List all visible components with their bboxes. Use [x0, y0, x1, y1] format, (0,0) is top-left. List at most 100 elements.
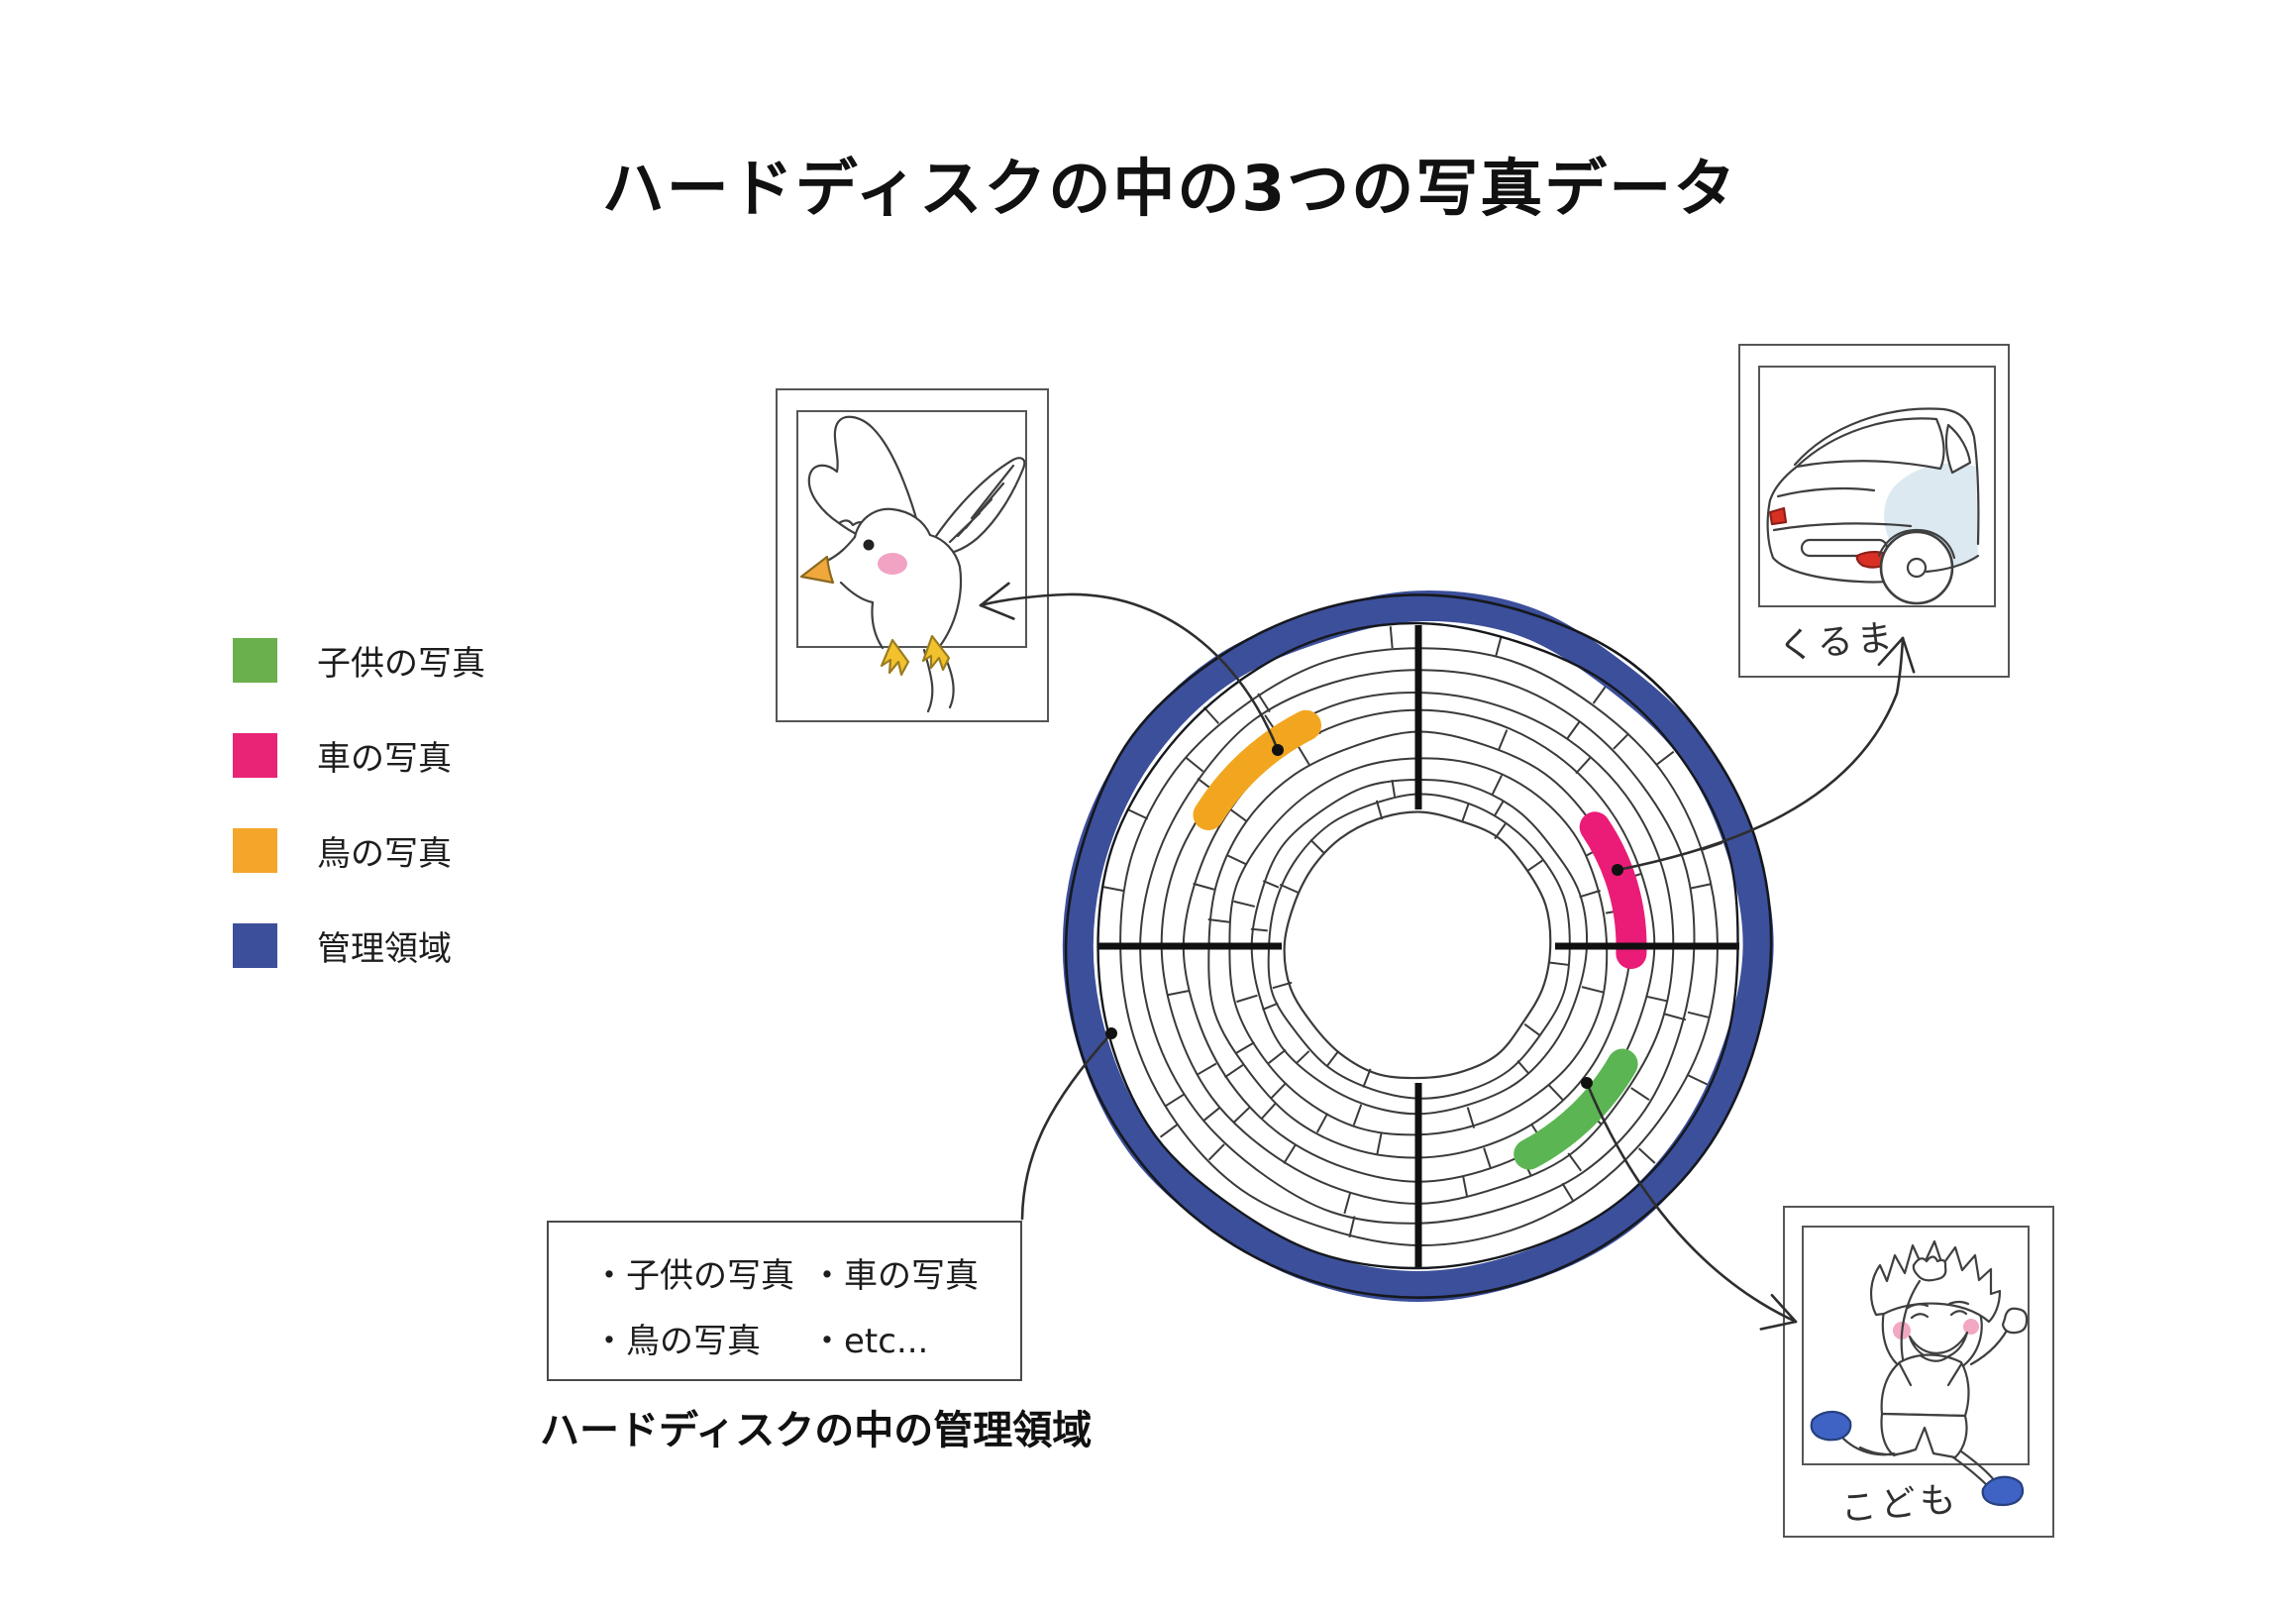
- sector-tick: [1687, 1074, 1709, 1086]
- sector-tick: [1701, 841, 1723, 851]
- legend-label: 鳥の写真: [317, 833, 452, 874]
- sector-tick: [1262, 1002, 1279, 1011]
- disk-track: [1160, 691, 1675, 1205]
- sector-tick: [1362, 1068, 1372, 1088]
- legend-swatch-bird-photo: [233, 827, 277, 873]
- sector-tick: [1613, 732, 1630, 750]
- car-illustration: [1766, 407, 1980, 605]
- disk-segment-child-data: [1513, 1048, 1638, 1170]
- bird-illustration: [799, 415, 1026, 713]
- management-area-ring: [1062, 590, 1774, 1303]
- sector-tick: [1224, 1064, 1244, 1079]
- sector-tick: [1389, 626, 1394, 649]
- management-box: ・子供の写真 ・車の写真 ・鳥の写真 ・etc...: [547, 1221, 1022, 1381]
- legend-label: 子供の写真: [317, 643, 485, 684]
- anchor-dot: [1105, 1027, 1117, 1039]
- sector-tick: [1226, 854, 1248, 866]
- sector-tick: [1257, 693, 1271, 713]
- disk-track: [1267, 793, 1571, 1100]
- sector-tick: [1664, 1013, 1687, 1021]
- sector-tick: [1352, 1104, 1363, 1126]
- legend-swatch-car-photo: [233, 732, 277, 778]
- sector-tick: [1585, 1108, 1603, 1126]
- sector-tick: [1127, 808, 1149, 820]
- sector-tick: [1494, 635, 1503, 658]
- page-title: ハードディスクの中の3つの写真データ: [601, 153, 1738, 225]
- sector-tick: [1207, 917, 1230, 923]
- sector-tick: [1605, 908, 1627, 914]
- legend-item-child-photo: 子供の写真: [233, 637, 485, 684]
- sector-tick: [1234, 1041, 1255, 1055]
- disk-segment-car-data: [1579, 811, 1647, 969]
- management-box-item: ・etc...: [810, 1322, 929, 1361]
- sector-tick: [1525, 859, 1544, 873]
- sector-tick: [1272, 981, 1293, 990]
- sector-tick: [1250, 927, 1268, 932]
- sector-tick: [1260, 1102, 1277, 1121]
- sector-tick: [1197, 1062, 1217, 1076]
- child-photo: こども: [1783, 1206, 2054, 1538]
- sector-tick: [1159, 1123, 1179, 1138]
- sector-tick: [1561, 1182, 1575, 1203]
- sector-tick: [1581, 986, 1604, 994]
- sector-tick: [1296, 1050, 1310, 1064]
- legend-item-bird-photo: 鳥の写真: [233, 827, 485, 874]
- sector-tick: [1279, 883, 1299, 894]
- sector-tick: [1309, 713, 1321, 735]
- sector-tick: [1547, 1084, 1565, 1102]
- legend-label: 管理領域: [317, 928, 452, 969]
- sector-tick: [1375, 800, 1384, 820]
- ring-inner-outline: [1096, 621, 1739, 1270]
- disk-track: [1182, 708, 1656, 1183]
- sector-tick: [1268, 1048, 1287, 1064]
- sector-tick: [1348, 1216, 1356, 1238]
- legend: 子供の写真 車の写真 鳥の写真 管理領域: [233, 637, 485, 1018]
- disk-hub: [1283, 810, 1552, 1080]
- sector-tick: [1376, 1132, 1383, 1155]
- sector-tick: [1283, 1144, 1297, 1164]
- sector-tick: [1585, 844, 1606, 857]
- sector-tick: [1592, 685, 1608, 704]
- anchor-dot: [1612, 864, 1623, 876]
- sector-tick: [1491, 774, 1504, 796]
- sector-tick: [1325, 1050, 1340, 1068]
- anchor-dot: [1272, 744, 1284, 756]
- sector-tick: [1687, 1011, 1710, 1018]
- sector-tick: [1197, 777, 1216, 793]
- management-box-item: ・車の写真: [810, 1256, 979, 1296]
- sector-tick: [1498, 729, 1509, 751]
- sector-tick: [1630, 1087, 1650, 1102]
- sector-tick: [1520, 1155, 1532, 1177]
- child-illustration: [1810, 1239, 2029, 1507]
- sector-tick: [1297, 745, 1310, 766]
- sector-tick: [1462, 1175, 1469, 1198]
- sector-tick: [1579, 889, 1601, 899]
- sector-tick: [1228, 807, 1248, 822]
- sector-tick: [1530, 1125, 1545, 1144]
- sector-tick: [1167, 990, 1190, 997]
- management-box-item: ・鳥の写真: [592, 1322, 761, 1361]
- anchor-dot: [1581, 1077, 1593, 1089]
- ring-outer-outline: [1064, 593, 1773, 1300]
- sector-tick: [1619, 873, 1641, 882]
- sector-tick: [1315, 1113, 1329, 1133]
- legend-item-management-area: 管理領域: [233, 922, 485, 969]
- sector-tick: [1185, 756, 1204, 773]
- sector-tick: [1233, 900, 1256, 908]
- sector-tick: [1637, 1147, 1656, 1164]
- sector-tick: [1548, 961, 1569, 966]
- sector-tick: [1575, 756, 1592, 775]
- sector-tick: [1270, 1082, 1288, 1100]
- sector-tick: [1202, 1106, 1221, 1123]
- sector-tick: [1566, 719, 1582, 739]
- disk-track: [1228, 757, 1609, 1136]
- sector-tick: [1262, 880, 1280, 889]
- legend-swatch-child-photo: [233, 637, 277, 683]
- sector-tick: [1523, 1022, 1541, 1037]
- car-photo: くるま: [1738, 344, 2010, 678]
- management-box-caption: ハードディスクの中の管理領域: [540, 1408, 1093, 1453]
- sector-tick: [1494, 800, 1505, 816]
- sector-tick: [1102, 886, 1125, 893]
- disk-track: [1119, 647, 1720, 1247]
- bird-photo: [776, 388, 1049, 722]
